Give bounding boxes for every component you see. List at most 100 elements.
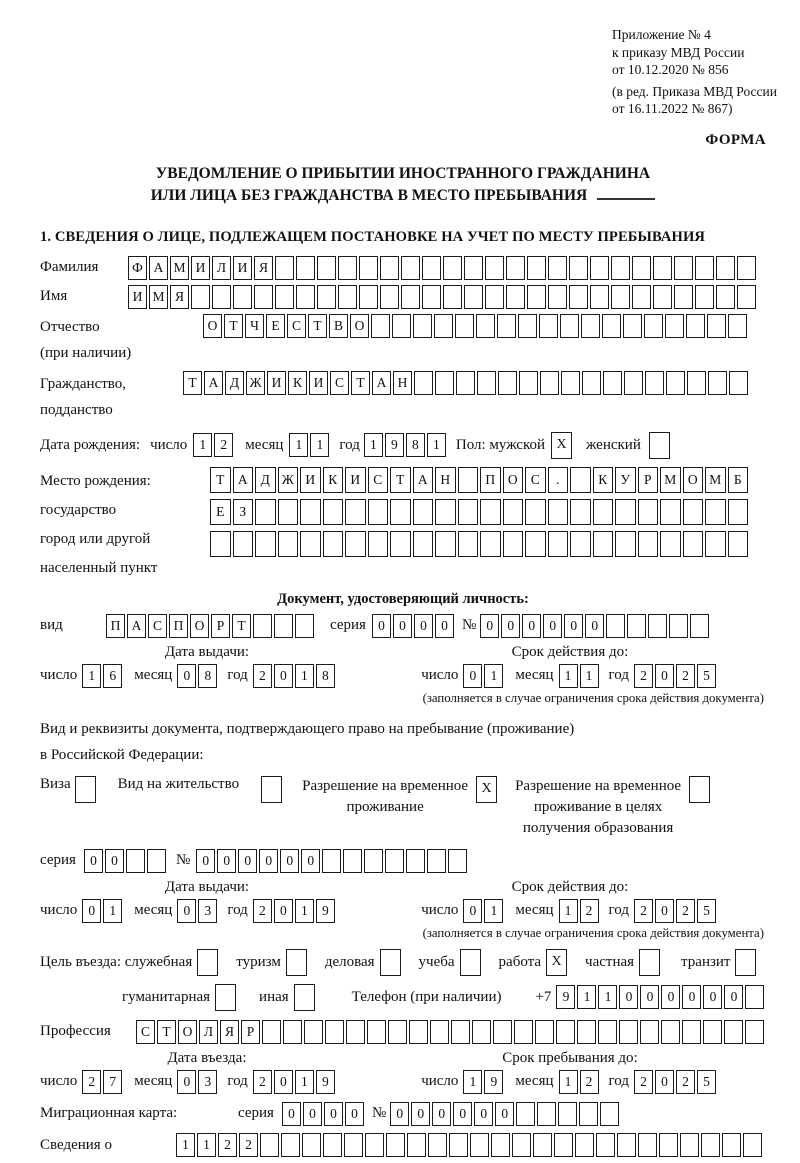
char-cell[interactable]: 7 bbox=[103, 1069, 123, 1094]
char-cell[interactable]: 1 bbox=[484, 663, 504, 688]
char-cell[interactable]: И bbox=[300, 466, 321, 493]
checkbox-cell[interactable] bbox=[74, 775, 96, 803]
char-cell[interactable] bbox=[519, 370, 538, 395]
char-cell[interactable] bbox=[547, 530, 568, 557]
checkbox-cell[interactable] bbox=[639, 948, 661, 976]
char-cell[interactable]: 0 bbox=[196, 848, 216, 873]
char-cell[interactable] bbox=[275, 284, 294, 309]
char-cell[interactable] bbox=[480, 530, 501, 557]
char-cell[interactable] bbox=[485, 255, 504, 280]
char-cell[interactable]: 0 bbox=[323, 1101, 343, 1126]
char-cell[interactable] bbox=[637, 498, 658, 525]
char-cell[interactable]: 0 bbox=[301, 848, 321, 873]
char-cell[interactable] bbox=[743, 1132, 762, 1157]
char-cell[interactable]: 1 bbox=[193, 433, 213, 457]
char-cell[interactable] bbox=[590, 284, 609, 309]
char-cell[interactable]: 0 bbox=[463, 663, 483, 688]
char-cell[interactable] bbox=[277, 530, 298, 557]
char-cell[interactable] bbox=[412, 498, 433, 525]
char-cell[interactable] bbox=[615, 498, 636, 525]
char-cell[interactable]: 0 bbox=[177, 1069, 197, 1094]
char-cell[interactable]: Д bbox=[225, 370, 244, 395]
char-cell[interactable]: 1 bbox=[294, 898, 314, 923]
checkbox-cell[interactable] bbox=[285, 948, 307, 976]
checkbox-cell[interactable] bbox=[648, 431, 670, 459]
char-cell[interactable]: 9 bbox=[556, 985, 576, 1009]
char-cell[interactable] bbox=[745, 985, 765, 1009]
char-cell[interactable]: 2 bbox=[676, 663, 695, 688]
char-cell[interactable]: П bbox=[480, 466, 501, 493]
char-cell[interactable]: 1 bbox=[176, 1132, 195, 1157]
char-cell[interactable] bbox=[283, 1019, 302, 1044]
char-cell[interactable]: П bbox=[169, 613, 188, 638]
char-cell[interactable] bbox=[435, 370, 454, 395]
char-cell[interactable]: 0 bbox=[411, 1101, 431, 1126]
char-cell[interactable]: 0 bbox=[474, 1101, 494, 1126]
char-cell[interactable]: И bbox=[128, 284, 147, 309]
char-cell[interactable] bbox=[592, 530, 613, 557]
char-cell[interactable] bbox=[556, 1019, 575, 1044]
char-cell[interactable] bbox=[498, 370, 517, 395]
char-cell[interactable] bbox=[581, 313, 600, 338]
char-cell[interactable] bbox=[262, 1019, 281, 1044]
char-cell[interactable] bbox=[325, 1019, 344, 1044]
char-cell[interactable]: 1 bbox=[484, 898, 504, 923]
char-cell[interactable] bbox=[457, 498, 478, 525]
char-cell[interactable]: 0 bbox=[724, 985, 744, 1009]
char-cell[interactable] bbox=[210, 530, 231, 557]
char-cell[interactable] bbox=[547, 498, 568, 525]
char-cell[interactable] bbox=[615, 530, 636, 557]
char-cell[interactable] bbox=[392, 313, 411, 338]
char-cell[interactable]: О bbox=[178, 1019, 197, 1044]
char-cell[interactable] bbox=[722, 1132, 741, 1157]
char-cell[interactable] bbox=[422, 255, 441, 280]
char-cell[interactable] bbox=[233, 284, 252, 309]
char-cell[interactable] bbox=[653, 255, 672, 280]
checkbox-cell[interactable] bbox=[379, 948, 401, 976]
char-cell[interactable]: 1 bbox=[363, 433, 383, 457]
char-cell[interactable] bbox=[701, 1132, 720, 1157]
char-cell[interactable]: И bbox=[267, 370, 286, 395]
char-cell[interactable]: Ж bbox=[277, 466, 298, 493]
char-cell[interactable] bbox=[669, 613, 689, 638]
char-cell[interactable]: 0 bbox=[390, 1101, 410, 1126]
char-cell[interactable]: 0 bbox=[83, 848, 103, 873]
char-cell[interactable] bbox=[737, 255, 756, 280]
char-cell[interactable]: Р bbox=[211, 613, 230, 638]
char-cell[interactable]: О bbox=[502, 466, 523, 493]
char-cell[interactable] bbox=[570, 466, 591, 493]
char-cell[interactable]: К bbox=[592, 466, 613, 493]
char-cell[interactable]: Р bbox=[241, 1019, 260, 1044]
char-cell[interactable] bbox=[300, 498, 321, 525]
char-cell[interactable]: И bbox=[345, 466, 366, 493]
char-cell[interactable] bbox=[146, 848, 166, 873]
char-cell[interactable] bbox=[296, 284, 315, 309]
char-cell[interactable] bbox=[660, 530, 681, 557]
char-cell[interactable] bbox=[603, 370, 622, 395]
char-cell[interactable]: 9 bbox=[315, 898, 335, 923]
char-cell[interactable]: 0 bbox=[104, 848, 124, 873]
char-cell[interactable]: 0 bbox=[495, 1101, 515, 1126]
char-cell[interactable] bbox=[623, 313, 642, 338]
char-cell[interactable] bbox=[456, 370, 475, 395]
char-cell[interactable] bbox=[485, 284, 504, 309]
char-cell[interactable] bbox=[435, 530, 456, 557]
char-cell[interactable] bbox=[617, 1132, 636, 1157]
char-cell[interactable] bbox=[598, 1019, 617, 1044]
char-cell[interactable] bbox=[480, 498, 501, 525]
char-cell[interactable]: Т bbox=[232, 613, 251, 638]
checkbox-cell[interactable] bbox=[689, 775, 711, 803]
char-cell[interactable] bbox=[338, 255, 357, 280]
char-cell[interactable]: 3 bbox=[198, 1069, 218, 1094]
char-cell[interactable] bbox=[448, 848, 468, 873]
char-cell[interactable]: К bbox=[322, 466, 343, 493]
char-cell[interactable]: М bbox=[149, 284, 168, 309]
char-cell[interactable] bbox=[708, 370, 727, 395]
char-cell[interactable]: З bbox=[232, 498, 253, 525]
char-cell[interactable] bbox=[477, 370, 496, 395]
char-cell[interactable]: 2 bbox=[82, 1069, 102, 1094]
char-cell[interactable] bbox=[281, 1132, 300, 1157]
char-cell[interactable] bbox=[476, 313, 495, 338]
char-cell[interactable] bbox=[606, 613, 626, 638]
char-cell[interactable]: 0 bbox=[453, 1101, 473, 1126]
